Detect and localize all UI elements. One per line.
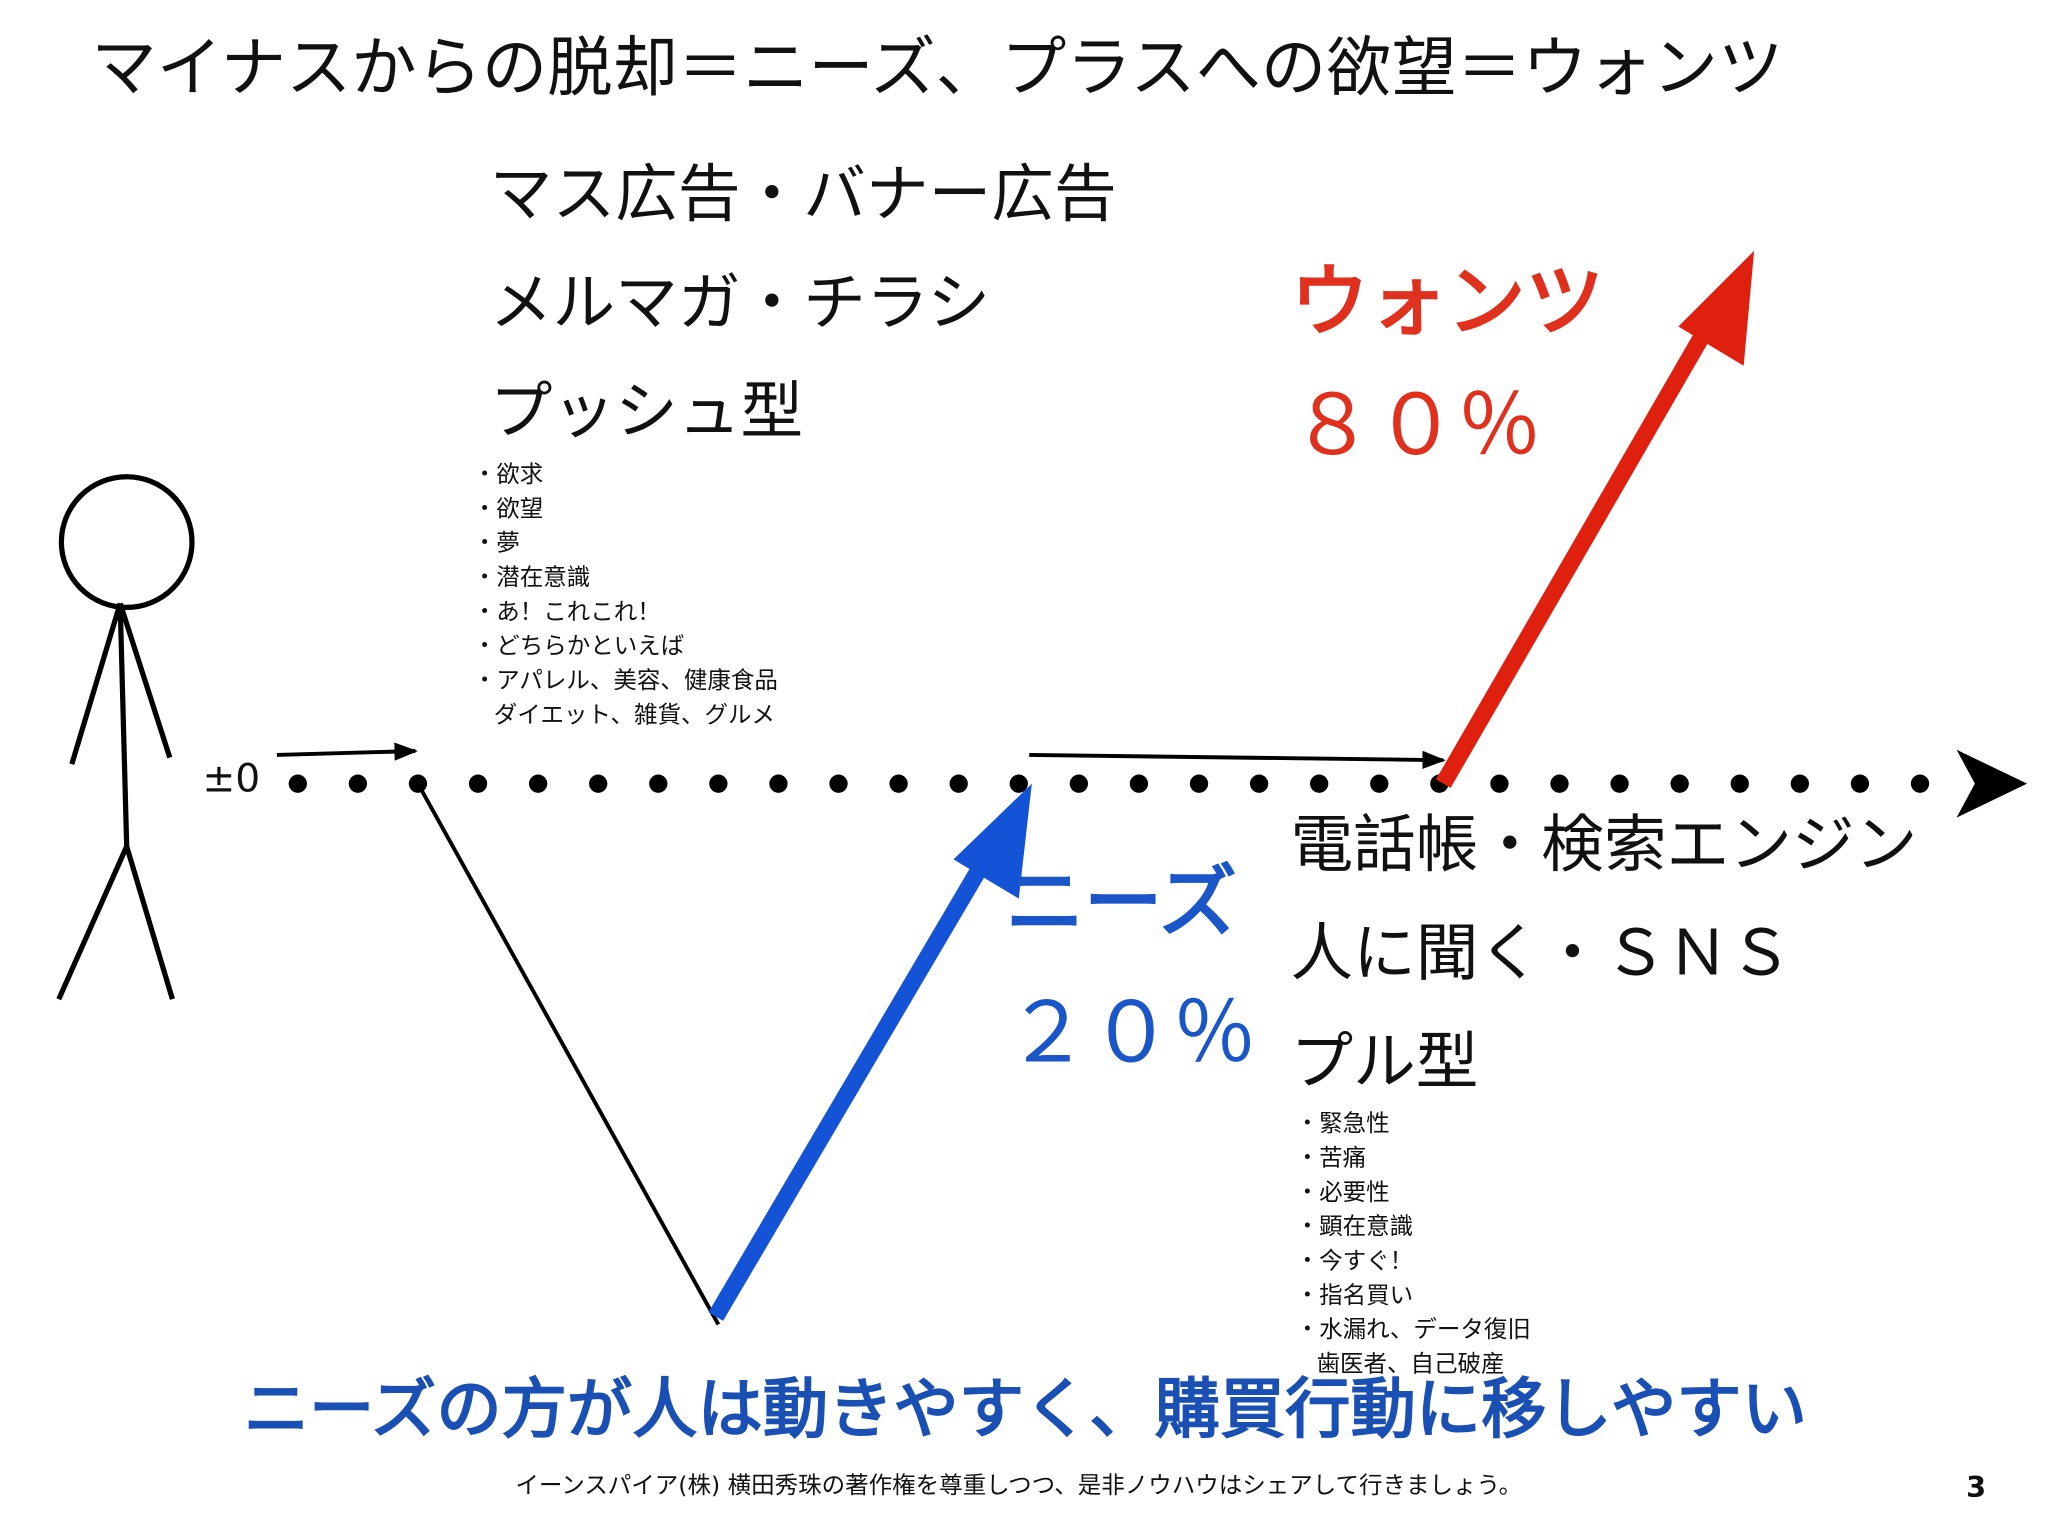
bullet-item: ・欲望 bbox=[473, 494, 543, 522]
push-block: マス広告・バナー広告メルマガ・チラシプッシュ型・欲求・欲望・夢・潜在意識・あ！こ… bbox=[473, 158, 1117, 729]
dot bbox=[1910, 774, 1930, 793]
bullet-item: ・あ！これこれ！ bbox=[473, 597, 661, 625]
heading-line: プル型 bbox=[1290, 1025, 1478, 1098]
dot bbox=[1490, 774, 1509, 793]
bullet-item: ・必要性 bbox=[1296, 1178, 1390, 1206]
footer: イーンスパイア(株) 横田秀珠の著作権を尊重しつつ、是非ノウハウはシェアして行き… bbox=[515, 1471, 1522, 1499]
zero-label: ±0 bbox=[202, 757, 260, 802]
baseline-arrowhead bbox=[1956, 749, 2028, 818]
bullet-item: ・夢 bbox=[473, 529, 520, 557]
dot bbox=[468, 774, 488, 793]
bullet-item: ・水漏れ、データ復旧 bbox=[1296, 1315, 1531, 1343]
stick-figure bbox=[56, 474, 195, 1001]
conclusion: ニーズの方が人は動きやすく、購買行動に移しやすい bbox=[244, 1371, 1807, 1447]
dot bbox=[348, 774, 368, 793]
needs-arrow bbox=[708, 783, 1032, 1321]
dot bbox=[709, 774, 728, 793]
dot bbox=[1790, 774, 1809, 793]
dot bbox=[1850, 774, 1870, 793]
bullet-item: ・今すぐ！ bbox=[1296, 1246, 1414, 1274]
bullet-item: ・潜在意識 bbox=[473, 563, 590, 591]
bullet-item: 歯医者、自己破産 bbox=[1317, 1350, 1505, 1378]
dot bbox=[589, 774, 608, 793]
dot bbox=[1610, 774, 1629, 793]
slide-title: マイナスからの脱却＝ニーズ、プラスへの欲望＝ウォンツ bbox=[91, 30, 1783, 106]
heading-line: プッシュ型 bbox=[490, 374, 803, 447]
dot bbox=[1249, 774, 1269, 793]
dot bbox=[1370, 774, 1389, 793]
bullet-item: ダイエット、雑貨、グルメ bbox=[494, 700, 775, 728]
heading-line: マス広告・バナー広告 bbox=[490, 158, 1117, 231]
dot bbox=[769, 774, 788, 793]
dot bbox=[288, 774, 307, 793]
dot bbox=[649, 774, 668, 793]
dot bbox=[1550, 774, 1569, 793]
wants-arrow bbox=[1435, 250, 1755, 788]
bullet-item: ・欲求 bbox=[473, 460, 543, 488]
dot bbox=[949, 774, 968, 793]
dot bbox=[889, 774, 908, 793]
dot bbox=[1129, 774, 1149, 793]
baseline-dots bbox=[288, 774, 1930, 793]
bullet-item: ・苦痛 bbox=[1296, 1143, 1367, 1171]
bullet-item: ・アパレル、美容、健康食品 bbox=[473, 666, 778, 694]
dot bbox=[1310, 774, 1329, 793]
dot bbox=[1670, 774, 1689, 793]
dot bbox=[1009, 774, 1028, 793]
bullet-item: ・顕在意識 bbox=[1296, 1212, 1414, 1240]
path-arrows bbox=[276, 742, 1446, 1326]
wants-label: ウォンツ bbox=[1290, 256, 1603, 347]
bullet-item: ・指名買い bbox=[1296, 1281, 1414, 1309]
heading-line: 電話帳・検索エンジン bbox=[1290, 808, 1917, 881]
dot bbox=[1189, 774, 1209, 793]
heading-line: 人に聞く・ＳＮＳ bbox=[1290, 916, 1792, 989]
dot bbox=[528, 774, 548, 793]
heading-line: メルマガ・チラシ bbox=[490, 266, 990, 339]
bullet-item: ・どちらかといえば bbox=[473, 632, 685, 660]
dot bbox=[1069, 774, 1088, 793]
needs-label: ニーズ bbox=[1006, 857, 1237, 948]
needs-percent: ２０％ bbox=[1006, 983, 1257, 1081]
dot bbox=[829, 774, 848, 793]
page-number: 3 bbox=[1966, 1470, 1986, 1504]
dot bbox=[1730, 774, 1749, 793]
wants-percent: ８０％ bbox=[1290, 376, 1541, 474]
bullet-item: ・緊急性 bbox=[1296, 1109, 1390, 1137]
